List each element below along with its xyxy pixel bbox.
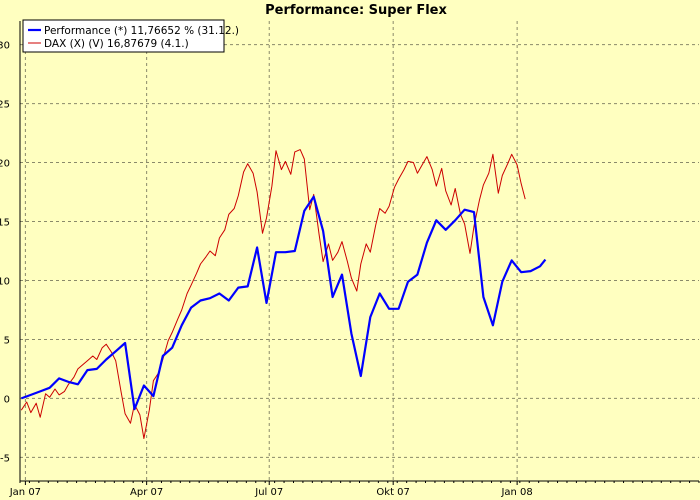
legend-box <box>22 19 225 53</box>
grid <box>20 21 699 481</box>
axes <box>19 21 699 482</box>
y-tick-label: 20 <box>0 159 10 170</box>
y-tick-label: -5 <box>0 453 10 464</box>
y-tick-label: 30 <box>0 41 10 52</box>
legend-label-dax: DAX (X) (V) 16,87679 (4.1.) <box>44 38 189 50</box>
x-tick-label: Jan 07 <box>9 487 41 498</box>
chart-title: Performance: Super Flex <box>265 3 447 18</box>
legend: Performance (*) 11,76652 % (31.12.)DAX (… <box>22 19 239 53</box>
y-tick-label: 5 <box>4 335 10 346</box>
series-line-performance <box>20 195 547 411</box>
y-tick-label: 0 <box>4 394 10 405</box>
series-layer <box>20 149 547 439</box>
y-tick-label: 25 <box>0 100 10 111</box>
x-tick-label: Jan 08 <box>500 487 532 498</box>
x-tick-label: Apr 07 <box>130 487 163 498</box>
x-tick-label: Okt 07 <box>376 487 410 498</box>
series-line-dax <box>20 149 526 439</box>
x-tick-label: Jul 07 <box>254 487 283 498</box>
legend-label-performance: Performance (*) 11,76652 % (31.12.) <box>44 25 239 37</box>
y-tick-label: 15 <box>0 218 10 229</box>
y-tick-label: 10 <box>0 276 10 287</box>
